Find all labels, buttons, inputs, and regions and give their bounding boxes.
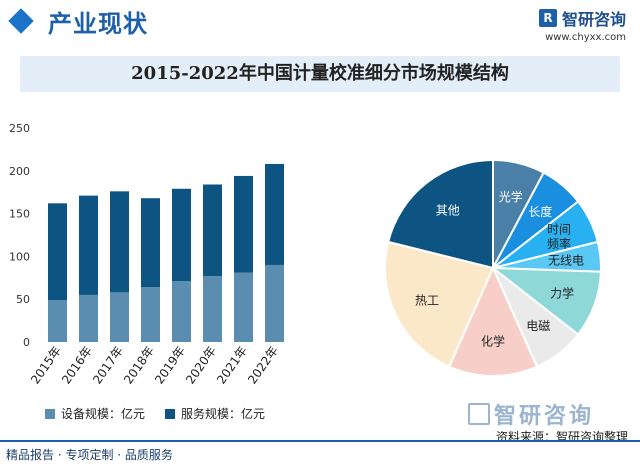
pie-label: 光学: [499, 189, 523, 204]
bar-service: [265, 163, 284, 265]
header: 产业现状 R 智研咨询 www.chyxx.com: [0, 0, 640, 46]
bar-equipment: [203, 276, 222, 342]
pie-label: 时间频率: [547, 222, 571, 250]
brand-logo: R 智研咨询 www.chyxx.com: [538, 6, 626, 43]
bar-equipment: [265, 264, 284, 342]
section-title: 产业现状: [48, 10, 148, 38]
legend-label-equipment: 设备规模：亿元: [61, 407, 146, 421]
pie-label: 其他: [436, 203, 460, 217]
y-tick-label: 200: [9, 165, 30, 178]
pie-label: 无线电: [548, 254, 584, 268]
x-tick-label: 2018年: [121, 344, 157, 387]
bar-service: [141, 198, 160, 288]
x-tick-label: 2020年: [183, 344, 219, 387]
pie-label-line: 时间: [547, 222, 571, 236]
x-tick-label: 2015年: [28, 344, 64, 387]
diamond-icon: [8, 8, 34, 34]
y-tick-label: 250: [9, 122, 30, 135]
footer-text: 精品报告 · 专项定制 · 品质服务: [6, 448, 173, 462]
pie-label: 热工: [415, 293, 439, 307]
x-tick-label: 2016年: [59, 344, 95, 387]
bar-chart: 0 50 100 150 200 250 2015年2016年2017年2018年2019年…: [9, 122, 284, 387]
y-tick-label: 100: [9, 250, 30, 263]
legend-item-service: 服务规模：亿元: [165, 405, 265, 422]
pie-label: 长度: [528, 204, 552, 219]
logo-name: 智研咨询: [561, 10, 626, 29]
pie-label: 力学: [550, 285, 574, 300]
y-tick-label: 0: [23, 336, 30, 349]
y-tick-label: 150: [9, 208, 30, 221]
pie-slice-7: [384, 240, 495, 368]
legend: 设备规模：亿元 服务规模：亿元: [45, 405, 265, 422]
legend-swatch-equipment: [45, 408, 55, 419]
chart-title: 2015-2022年中国计量校准细分市场规模结构: [20, 56, 620, 92]
pie-label-line: 频率: [547, 236, 571, 251]
bar-service: [172, 188, 191, 282]
bar-equipment: [48, 300, 67, 342]
watermark-logo-icon: [468, 403, 490, 425]
bar-equipment: [79, 294, 98, 342]
pie-slice-8: [386, 158, 494, 270]
logo-icon: R: [538, 9, 557, 27]
bar-service: [110, 191, 129, 293]
bar-equipment: [141, 287, 160, 342]
pie-label: 化学: [481, 334, 505, 349]
watermark-text: 智研咨询: [494, 404, 595, 429]
x-tick-label: 2017年: [90, 344, 126, 387]
footer: 精品报告 · 专项定制 · 品质服务: [0, 440, 640, 465]
bar-equipment: [110, 292, 129, 342]
bar-equipment: [172, 281, 191, 342]
bar-equipment: [234, 272, 253, 342]
legend-label-service: 服务规模：亿元: [181, 407, 266, 421]
pie-label: 电磁: [526, 318, 550, 333]
watermark: 智研咨询: [468, 398, 594, 430]
x-tick-label: 2019年: [152, 344, 188, 387]
bar-service: [48, 203, 67, 301]
bar-service: [79, 195, 98, 295]
y-tick-label: 50: [16, 293, 30, 306]
logo-url: www.chyxx.com: [545, 32, 626, 43]
legend-item-equipment: 设备规模：亿元: [45, 405, 145, 422]
bar-service: [203, 184, 222, 277]
bar-service: [234, 175, 253, 273]
pie-slice-6: [447, 265, 539, 377]
x-tick-label: 2021年: [214, 344, 250, 387]
x-tick-label: 2022年: [245, 344, 281, 387]
legend-swatch-service: [165, 408, 176, 419]
